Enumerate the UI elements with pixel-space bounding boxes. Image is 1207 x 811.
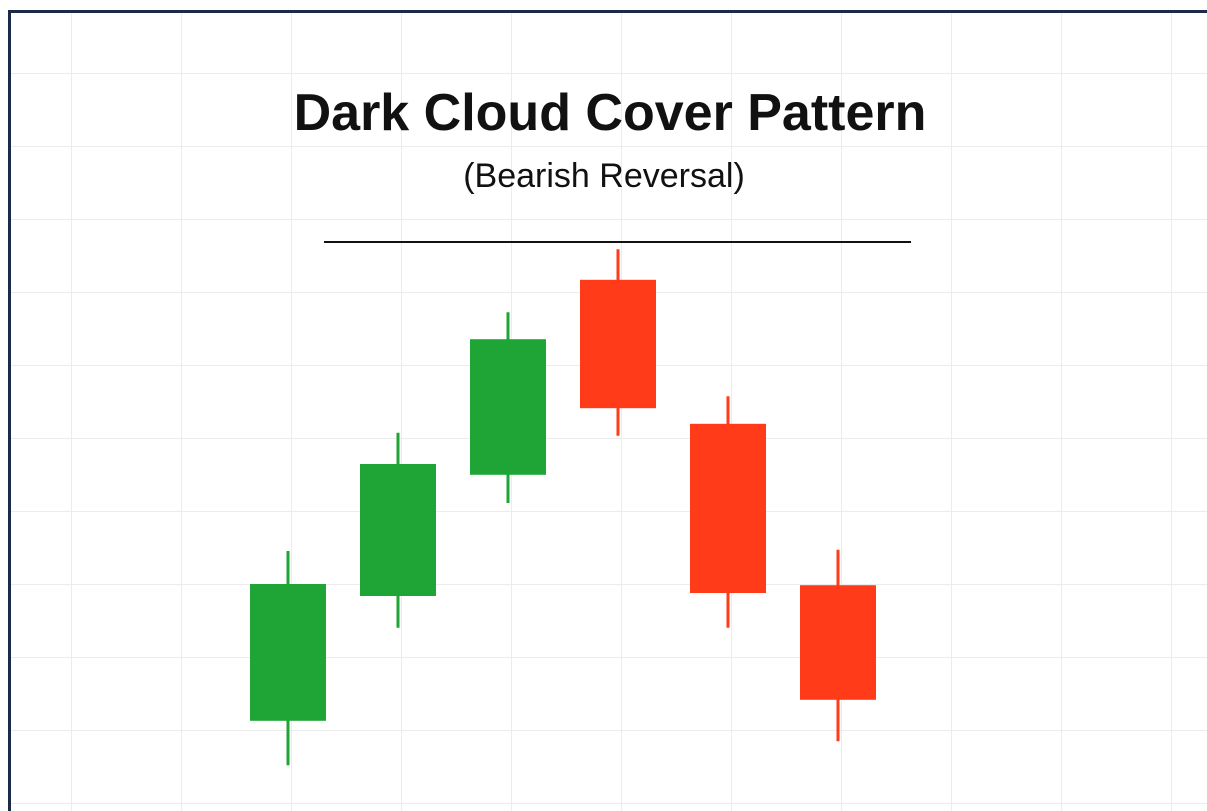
candle-body [800,585,876,700]
candle-body [250,584,326,721]
chart-subtitle: (Bearish Reversal) [463,157,745,195]
candle-body [360,464,436,596]
candle-body [690,423,766,593]
chart-title: Dark Cloud Cover Pattern [294,84,927,142]
candle-body [470,339,546,475]
chart-frame [8,10,1207,811]
candle-body [580,279,656,409]
